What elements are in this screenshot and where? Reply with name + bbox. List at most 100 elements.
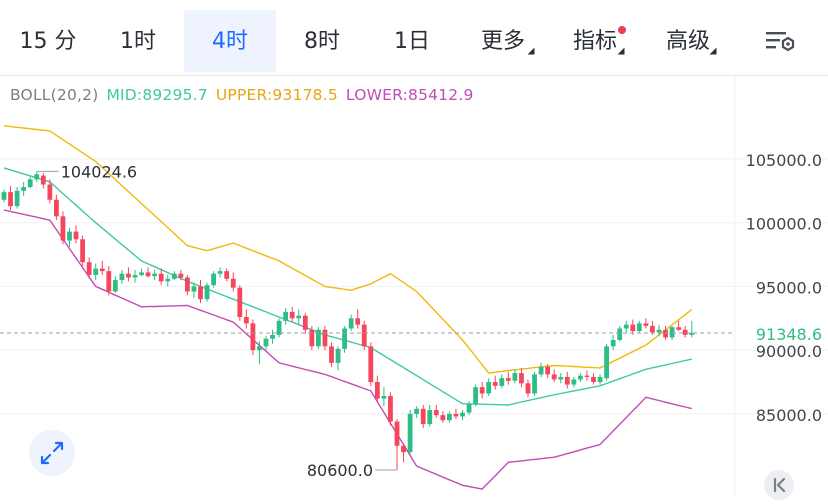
candle <box>466 401 472 416</box>
candle <box>512 369 518 384</box>
boll-mid-value: MID:89295.7 <box>106 86 208 104</box>
candle <box>414 406 420 418</box>
candle <box>374 375 380 403</box>
tab-4h[interactable]: 4时 <box>184 10 276 72</box>
notification-dot-icon <box>618 26 626 34</box>
candle <box>630 319 636 335</box>
candle <box>257 341 262 365</box>
candle <box>289 306 295 323</box>
chart-grid <box>0 76 828 498</box>
candle <box>47 179 53 204</box>
candle <box>381 387 387 407</box>
candle <box>119 269 125 284</box>
tab-more-label: 更多 <box>480 29 525 54</box>
expand-icon <box>40 441 64 465</box>
candle <box>656 324 662 337</box>
candle <box>571 376 577 388</box>
candle <box>558 373 564 384</box>
boll-lower-value: LOWER:85412.9 <box>345 86 474 104</box>
candle <box>525 379 531 398</box>
candle <box>342 325 347 353</box>
tab-4h-label: 4时 <box>212 29 248 54</box>
candle <box>54 194 59 221</box>
candle <box>578 373 583 383</box>
candle <box>643 318 649 329</box>
candle <box>610 334 616 351</box>
candle <box>250 319 256 356</box>
candle <box>433 404 439 418</box>
boll-name: BOLL(20,2) <box>10 86 99 104</box>
candle <box>584 370 590 381</box>
chart-labels: 105000.0 100000.0 95000.0 90000.0 85000.0 104… <box>0 151 828 480</box>
caret-down-icon <box>527 47 535 55</box>
tab-1h[interactable]: 1时 <box>98 10 178 72</box>
tab-more[interactable]: 更多 <box>464 10 542 72</box>
candle <box>34 171 40 182</box>
candle <box>302 313 308 334</box>
candle <box>60 211 66 245</box>
candle <box>427 404 433 427</box>
candle <box>401 443 406 463</box>
jump-to-end-icon <box>773 477 786 493</box>
candle <box>27 176 33 189</box>
y-tick-label: 105000.0 <box>746 151 822 170</box>
boll-upper-value: UPPER:93178.5 <box>215 86 338 104</box>
tab-8h[interactable]: 8时 <box>282 10 362 72</box>
scroll-to-latest-button[interactable] <box>764 470 794 500</box>
candle <box>591 373 596 385</box>
candle <box>636 320 642 333</box>
chart-settings-icon[interactable] <box>764 28 798 56</box>
candlestick-chart[interactable]: 105000.0 100000.0 95000.0 90000.0 85000.0 104… <box>0 76 828 498</box>
y-tick-label: 85000.0 <box>756 406 822 425</box>
tab-15m[interactable]: 15 分 <box>8 10 88 72</box>
candle <box>73 225 79 244</box>
tab-indicators[interactable]: 指标 <box>556 10 634 72</box>
candle <box>473 384 478 407</box>
candle <box>316 327 321 349</box>
tab-advanced-label: 高级 <box>665 29 710 54</box>
candle <box>165 274 171 287</box>
candle <box>348 314 354 332</box>
candle <box>237 285 243 321</box>
candle <box>211 271 216 288</box>
candle <box>224 268 230 282</box>
high-price-label: 104024.6 <box>61 162 137 181</box>
candle <box>276 318 282 338</box>
last-price-tag <box>736 320 828 345</box>
candle <box>198 280 203 303</box>
candle <box>420 404 426 428</box>
candle <box>67 227 72 247</box>
candle <box>171 271 177 281</box>
candle <box>368 342 374 386</box>
candle <box>270 329 275 344</box>
boll-legend: BOLL(20,2) MID:89295.7 UPPER:93178.5 LOWER:… <box>10 86 482 104</box>
candle <box>152 269 158 281</box>
candle <box>492 375 498 390</box>
tab-indicators-label: 指标 <box>572 29 617 54</box>
fullscreen-button[interactable] <box>29 430 75 476</box>
candle <box>217 267 223 278</box>
candle <box>106 266 112 296</box>
candle <box>682 325 688 338</box>
candle <box>191 282 197 298</box>
candle <box>112 276 118 293</box>
candle <box>447 411 452 423</box>
candle <box>126 267 131 282</box>
tab-advanced[interactable]: 高级 <box>648 10 728 72</box>
candle <box>40 173 46 189</box>
candle <box>689 320 695 338</box>
candle <box>407 410 413 455</box>
candle <box>394 418 400 470</box>
candle <box>329 342 334 367</box>
candle <box>551 369 557 383</box>
candle <box>532 371 537 397</box>
candle <box>604 343 609 381</box>
candle <box>80 235 85 267</box>
last-price-label: 91348.6 <box>756 325 822 344</box>
candle <box>99 260 105 275</box>
candle <box>178 269 184 281</box>
caret-down-icon <box>617 47 625 55</box>
candle <box>676 320 682 332</box>
candle <box>263 336 269 351</box>
tab-1d[interactable]: 1日 <box>372 10 452 72</box>
